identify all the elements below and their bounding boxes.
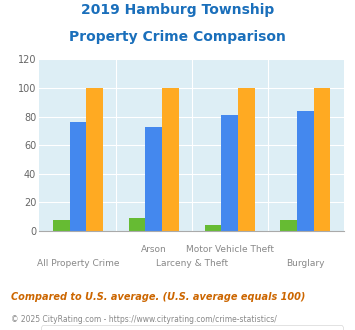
Text: Arson: Arson <box>141 245 166 254</box>
Text: Compared to U.S. average. (U.S. average equals 100): Compared to U.S. average. (U.S. average … <box>11 292 305 302</box>
Bar <box>129 218 146 231</box>
Bar <box>70 122 86 231</box>
Bar <box>146 127 162 231</box>
Text: Larceny & Theft: Larceny & Theft <box>155 259 228 268</box>
Text: Burglary: Burglary <box>286 259 325 268</box>
Bar <box>238 88 255 231</box>
Text: Property Crime Comparison: Property Crime Comparison <box>69 30 286 44</box>
Bar <box>314 88 331 231</box>
Bar <box>280 219 297 231</box>
Text: Motor Vehicle Theft: Motor Vehicle Theft <box>186 245 274 254</box>
Bar <box>221 115 238 231</box>
Bar <box>86 88 103 231</box>
Bar <box>162 88 179 231</box>
Text: All Property Crime: All Property Crime <box>37 259 119 268</box>
Bar <box>53 219 70 231</box>
Text: © 2025 CityRating.com - https://www.cityrating.com/crime-statistics/: © 2025 CityRating.com - https://www.city… <box>11 315 277 324</box>
Text: 2019 Hamburg Township: 2019 Hamburg Township <box>81 3 274 17</box>
Bar <box>297 111 314 231</box>
Legend: Hamburg Township, Michigan, National: Hamburg Township, Michigan, National <box>40 325 343 330</box>
Bar <box>204 225 221 231</box>
